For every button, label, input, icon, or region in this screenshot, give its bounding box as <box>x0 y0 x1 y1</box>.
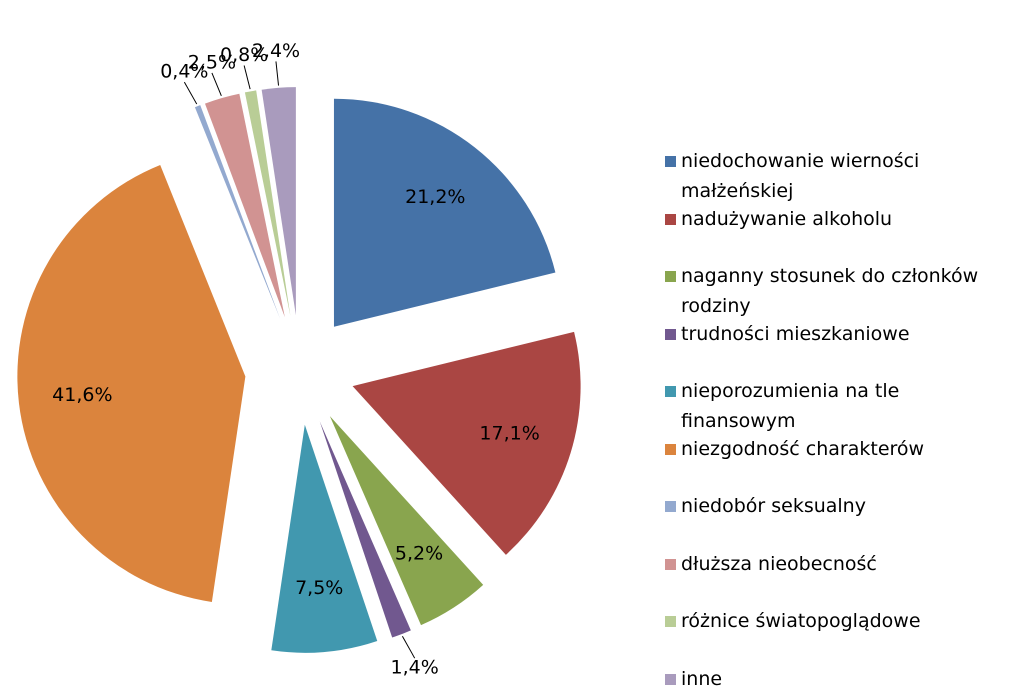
legend: niedochowanie wierności małżeńskiej naduż… <box>665 146 1015 690</box>
legend-swatch <box>665 673 676 685</box>
legend-label: niedochowanie wierności małżeńskiej <box>681 150 920 202</box>
pie-slice <box>261 87 296 316</box>
leader-line <box>275 61 280 86</box>
pie-slice <box>244 90 291 316</box>
legend-swatch <box>665 271 676 282</box>
legend-item: inne <box>665 664 1015 690</box>
legend-label: nieporozumienia na tle finansowym <box>681 380 900 432</box>
pie-slice <box>17 164 246 602</box>
legend-label: niedobór seksualny <box>681 495 866 517</box>
legend-item: trudności mieszkaniowe <box>665 319 1015 377</box>
legend-label: dłuższa nieobecność <box>681 552 877 575</box>
legend-item: nieporozumienia na tle finansowym <box>665 376 1015 434</box>
pie-slice <box>204 93 285 318</box>
data-label: 5,2% <box>395 542 443 564</box>
legend-item: niedochowanie wierności małżeńskiej <box>665 146 1015 204</box>
legend-item: niedobór seksualny <box>665 491 1015 549</box>
legend-label: nadużywanie alkoholu <box>681 207 893 230</box>
legend-item: naganny stosunek do członków rodziny <box>665 261 1015 319</box>
legend-swatch <box>665 558 676 570</box>
pie-slice <box>333 98 556 327</box>
legend-item: różnice światopoglądowe <box>665 606 1015 664</box>
legend-item: nadużywanie alkoholu <box>665 204 1015 262</box>
legend-label: inne <box>681 667 723 690</box>
legend-swatch <box>665 156 676 167</box>
leader-line <box>243 65 251 90</box>
pie-slice <box>194 105 281 319</box>
data-label: 0,8% <box>220 44 268 66</box>
data-label: 1,4% <box>391 657 439 679</box>
legend-swatch <box>665 386 676 397</box>
pie-slice <box>271 424 378 653</box>
data-label: 17,1% <box>479 423 539 445</box>
leader-line <box>401 636 416 659</box>
pie-slice <box>319 421 411 638</box>
legend-swatch <box>665 213 676 225</box>
legend-label: trudności mieszkaniowe <box>681 322 910 345</box>
pie-area: 21,2% 17,1% 5,2% 1,4% 7,5% 41,6% 0,4%2,5%0,8%2… <box>17 40 581 679</box>
pie-slice <box>329 416 484 626</box>
data-label: 2,4% <box>252 40 300 62</box>
legend-swatch <box>665 328 676 340</box>
data-label: 2,5% <box>188 51 236 73</box>
legend-swatch <box>665 443 676 455</box>
data-label: 0,4% <box>160 61 208 83</box>
legend-item: dłuższa nieobecność <box>665 549 1015 607</box>
legend-label: naganny stosunek do członków rodziny <box>681 265 979 317</box>
leader-line <box>183 81 198 105</box>
pie-slice <box>352 331 581 555</box>
legend-label: niezgodność charakterów <box>681 437 925 460</box>
data-label: 21,2% <box>405 186 465 208</box>
leader-line <box>211 72 222 96</box>
data-label: 7,5% <box>295 577 343 599</box>
legend-swatch <box>665 616 676 627</box>
legend-swatch <box>665 501 676 512</box>
data-label: 41,6% <box>52 384 112 406</box>
legend-item: niezgodność charakterów <box>665 434 1015 492</box>
legend-label: różnice światopoglądowe <box>681 610 921 632</box>
